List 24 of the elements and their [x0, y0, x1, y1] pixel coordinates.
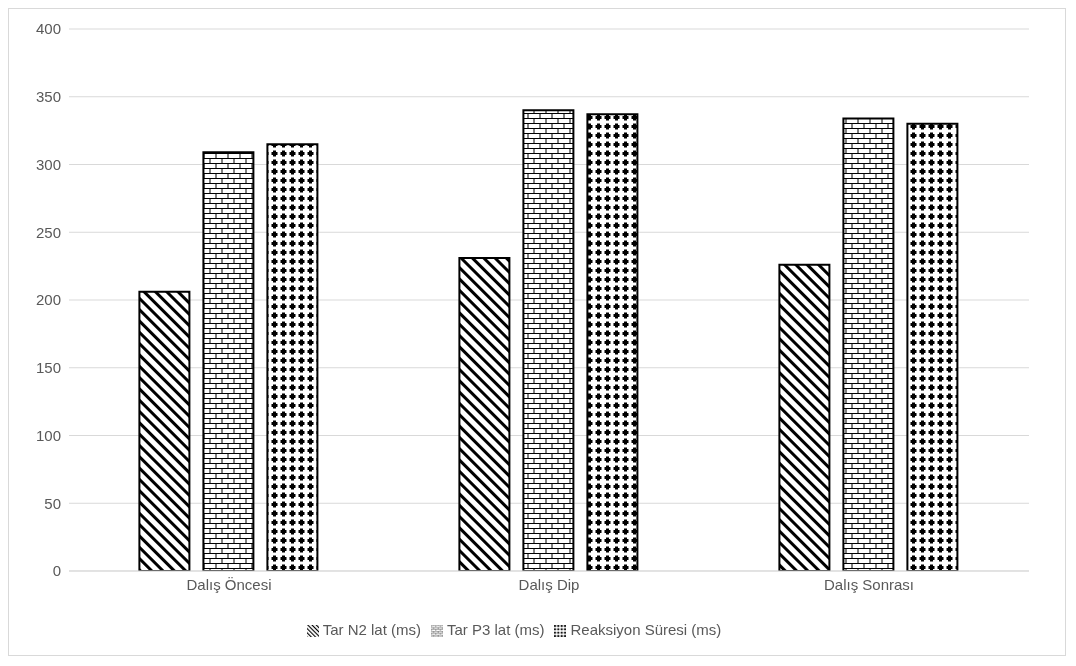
bar	[458, 257, 511, 571]
y-tick-label: 200	[35, 291, 61, 309]
y-tick-label: 350	[35, 88, 61, 106]
y-tick-label: 100	[35, 426, 61, 444]
bar	[906, 122, 959, 571]
legend-label: Tar P3 lat (ms)	[446, 621, 545, 638]
y-tick-label: 150	[35, 359, 61, 377]
legend-label: Tar N2 lat (ms)	[322, 621, 421, 638]
x-tick-label: Dalış Sonrası	[823, 575, 915, 593]
bar	[138, 290, 191, 571]
bar	[778, 263, 831, 571]
y-tick-label: 400	[35, 20, 61, 38]
bar	[266, 143, 319, 571]
bar	[202, 151, 255, 571]
x-tick-label: Dalış Öncesi	[186, 575, 272, 593]
bar	[522, 109, 575, 571]
y-tick-label: 0	[52, 562, 61, 580]
legend-label: Reaksiyon Süresi (ms)	[570, 621, 722, 638]
bar	[586, 113, 639, 571]
y-tick-label: 250	[35, 223, 61, 241]
bar	[842, 117, 895, 571]
y-tick-label: 300	[35, 155, 61, 173]
y-tick-label: 50	[44, 494, 61, 512]
x-tick-label: Dalış Dip	[518, 575, 580, 593]
